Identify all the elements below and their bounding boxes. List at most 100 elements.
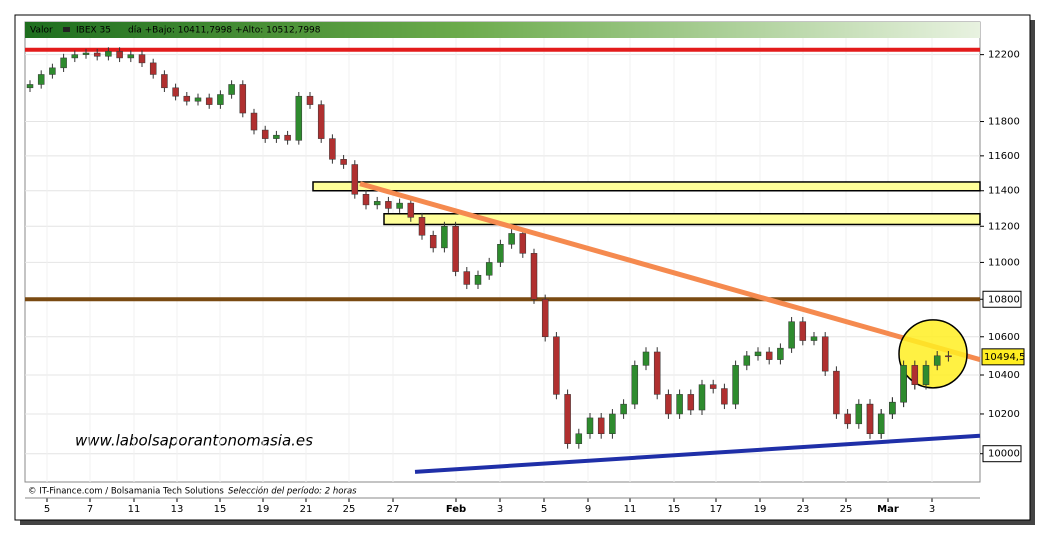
candle-body	[743, 355, 751, 366]
candle-body	[497, 244, 504, 263]
x-tick-label: 17	[710, 504, 723, 515]
x-tick-label: 7	[87, 504, 93, 515]
candle-body	[765, 351, 773, 360]
x-tick-label: 11	[128, 504, 141, 515]
candle-body	[183, 95, 191, 102]
candle-body	[541, 299, 549, 338]
candle-body	[810, 336, 818, 341]
candle-body	[396, 202, 403, 209]
footer: © IT-Finance.com / Bolsamania Tech Solut…	[28, 487, 224, 497]
candle-body	[306, 95, 314, 105]
candle-body	[788, 321, 795, 349]
candle-body	[26, 84, 34, 89]
x-tick-label: 3	[497, 504, 503, 515]
candle-body	[385, 201, 392, 209]
candle-body	[93, 52, 101, 57]
candle-body	[418, 217, 426, 236]
candle-body-top	[877, 413, 885, 434]
candle-body	[317, 104, 325, 139]
candle-body-top	[922, 365, 930, 385]
candle-body	[295, 95, 303, 141]
candle-body	[340, 159, 347, 165]
candle-body	[37, 74, 45, 85]
x-tick-label: 5	[541, 504, 547, 515]
x-tick-label: 19	[754, 504, 767, 515]
y-tick-label: 11800	[988, 117, 1020, 128]
candle-body	[530, 253, 538, 300]
candle-body	[273, 134, 280, 139]
x-tick-label: 3	[929, 504, 935, 515]
candle-body	[631, 365, 639, 405]
layer: 10000 10200 10400 10600 10800 11000 11200 11400…	[25, 38, 1025, 515]
candle-body	[373, 201, 381, 206]
candle-body	[105, 51, 112, 57]
candle-body	[60, 57, 67, 69]
y-tick-label: 10800	[988, 294, 1020, 305]
candle-body-top	[933, 355, 941, 366]
candle-body	[362, 194, 370, 206]
header-info: día +Bajo: 10411,7998 +Alto: 10512,7998	[128, 26, 321, 36]
x-tick-label: 25	[343, 504, 356, 515]
tick-box	[982, 290, 1022, 308]
candle-body	[351, 164, 359, 195]
candle-body	[161, 74, 168, 89]
candle-body	[586, 417, 594, 434]
candle-body	[250, 112, 258, 131]
candle-body-top	[945, 355, 952, 358]
candle-body	[329, 138, 336, 160]
candle-body	[127, 54, 135, 59]
x-tick-label: 15	[214, 504, 227, 515]
candle-body	[217, 94, 224, 105]
y-tick-label: 10400	[988, 370, 1020, 381]
x-tick-label: 11	[624, 504, 637, 515]
y-tick-label: 11600	[988, 151, 1020, 162]
candle-body	[777, 347, 784, 360]
candle-body	[833, 370, 840, 415]
candle-body	[239, 84, 247, 114]
trendline	[359, 181, 981, 363]
symbol-icon	[63, 27, 70, 32]
watermark: www.labolsaporantonomasia.es	[75, 432, 313, 450]
candle-body	[407, 202, 415, 218]
candle-body	[642, 351, 650, 366]
candle-body	[452, 226, 459, 272]
candle-body	[485, 262, 493, 276]
period: Selección del período: 2 horas	[228, 486, 357, 497]
candle-body	[597, 417, 605, 434]
candle-body	[844, 413, 851, 425]
zone	[312, 181, 981, 192]
last-price-label: 10494,5	[984, 352, 1025, 363]
candle-body	[609, 413, 616, 434]
candle-body	[71, 54, 79, 59]
x-tick-label: Feb	[446, 504, 466, 515]
candle-body	[194, 97, 202, 102]
candle-body-top	[900, 365, 907, 403]
zone	[383, 213, 981, 226]
candle-body-top	[889, 401, 896, 415]
candle-body	[721, 388, 728, 405]
header-label: Valor	[30, 26, 53, 36]
candle-body	[463, 271, 471, 285]
x-tick-label: Mar	[877, 504, 899, 515]
candle-body	[553, 336, 560, 395]
candle-body	[508, 233, 515, 245]
x-tick-label: 23	[797, 504, 810, 515]
candle-body	[284, 134, 291, 141]
candle-body-top	[866, 403, 874, 434]
x-tick-label: 5	[44, 504, 50, 515]
candle-body	[754, 351, 762, 357]
candle-body	[149, 62, 157, 75]
highlight-circle	[898, 319, 968, 389]
y-tick-label: 11000	[988, 257, 1020, 268]
candle-body	[575, 433, 583, 444]
candle-body	[564, 394, 571, 444]
candle-body	[665, 394, 672, 415]
candle-body	[228, 84, 235, 95]
candle-body	[49, 67, 56, 75]
tick-box	[982, 445, 1022, 463]
candle-body	[676, 394, 683, 415]
candle-body	[709, 384, 717, 389]
symbol: IBEX 35	[76, 26, 111, 36]
x-tick-label: 13	[171, 504, 184, 515]
x-tick-label: 19	[257, 504, 270, 515]
